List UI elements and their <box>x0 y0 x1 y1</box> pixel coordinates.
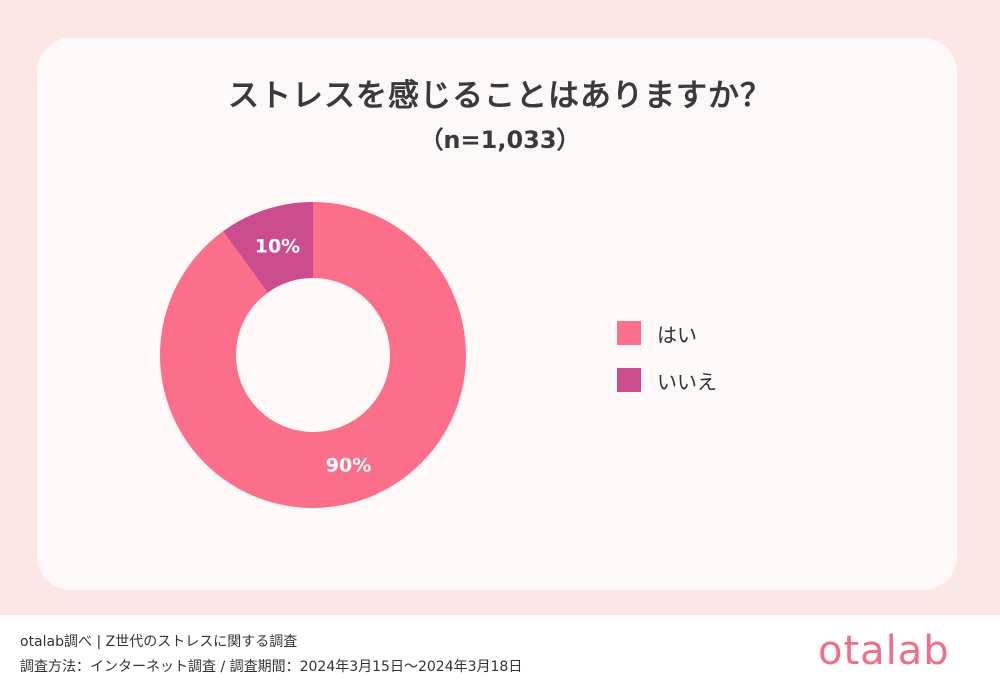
legend: はい いいえ <box>617 318 717 412</box>
legend-label-no: いいえ <box>657 369 717 394</box>
legend-item-yes: はい <box>617 318 717 348</box>
data-label-no: 10% <box>255 236 300 258</box>
footer-source: otalab調べ | Z世代のストレスに関する調査 <box>20 634 298 650</box>
data-label-yes: 90% <box>326 454 371 476</box>
footer: otalab調べ | Z世代のストレスに関する調査 調査方法：インターネット調査… <box>0 615 1000 685</box>
donut-slice-yes <box>159 202 466 509</box>
legend-label-yes: はい <box>657 322 697 347</box>
legend-swatch-yes <box>617 321 641 345</box>
donut-slice-no <box>223 202 313 293</box>
otalab-logo: otalab <box>818 628 950 674</box>
footer-method: 調査方法：インターネット調査 / 調査期間：2024年3月15日〜2024年3月… <box>20 659 523 675</box>
legend-swatch-no <box>617 368 641 392</box>
legend-item-no: いいえ <box>617 365 717 395</box>
chart-title: ストレスを感じることはありますか？ <box>228 78 772 114</box>
chart-subtitle: （n=1,033） <box>419 126 581 154</box>
donut-chart: 90% 10% <box>159 202 466 509</box>
